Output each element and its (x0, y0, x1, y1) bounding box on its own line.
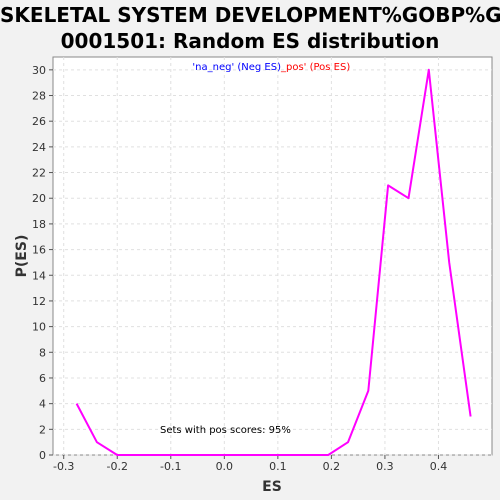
x-tick-label: 0.0 (216, 460, 234, 473)
axes: -0.3 -0.2 -0.1 0.0 0.1 0.2 0.3 0.40246810121416… (32, 64, 447, 473)
series-layer (75, 68, 472, 456)
pos-scores-annotation: Sets with pos scores: 95% (160, 425, 291, 436)
y-axis-label: P(ES) (14, 235, 30, 278)
x-axis-label: ES (262, 479, 282, 495)
y-tick-label: 14 (32, 269, 46, 282)
y-tick-label: 24 (32, 141, 46, 154)
y-tick-label: 2 (39, 423, 46, 436)
chart-title-line-1: SKELETAL SYSTEM DEVELOPMENT%GOBP%GO: (0, 3, 500, 27)
x-tick-label: -0.3 (53, 460, 74, 473)
x-tick-label: 0.2 (323, 460, 341, 473)
x-tick-label: 0.4 (430, 460, 448, 473)
chart-title-line-2: 0001501: Random ES distribution (60, 29, 440, 53)
y-tick-label: 22 (32, 167, 46, 180)
y-tick-label: 8 (39, 346, 46, 359)
y-tick-label: 30 (32, 64, 46, 77)
y-tick-label: 0 (39, 449, 46, 462)
chart-title: SKELETAL SYSTEM DEVELOPMENT%GOBP%GO: 000… (0, 2, 500, 54)
x-tick-label: -0.2 (107, 460, 128, 473)
y-tick-label: 28 (32, 90, 46, 103)
grid-lines (53, 57, 492, 456)
y-tick-label: 20 (32, 192, 46, 205)
x-tick-label: 0.1 (269, 460, 287, 473)
y-tick-label: 16 (32, 244, 46, 257)
x-tick-label: -0.1 (160, 460, 181, 473)
legend-pos-label: _pos' (Pos ES) (280, 62, 350, 73)
legend-neg-label: 'na_neg' (Neg ES) (192, 62, 281, 73)
x-tick-label: 0.3 (376, 460, 394, 473)
y-tick-label: 18 (32, 218, 46, 231)
y-tick-label: 12 (32, 295, 46, 308)
y-tick-label: 4 (39, 398, 46, 411)
plot-area (52, 56, 493, 456)
y-tick-label: 6 (39, 372, 46, 385)
y-tick-label: 10 (32, 321, 46, 334)
y-tick-label: 26 (32, 115, 46, 128)
